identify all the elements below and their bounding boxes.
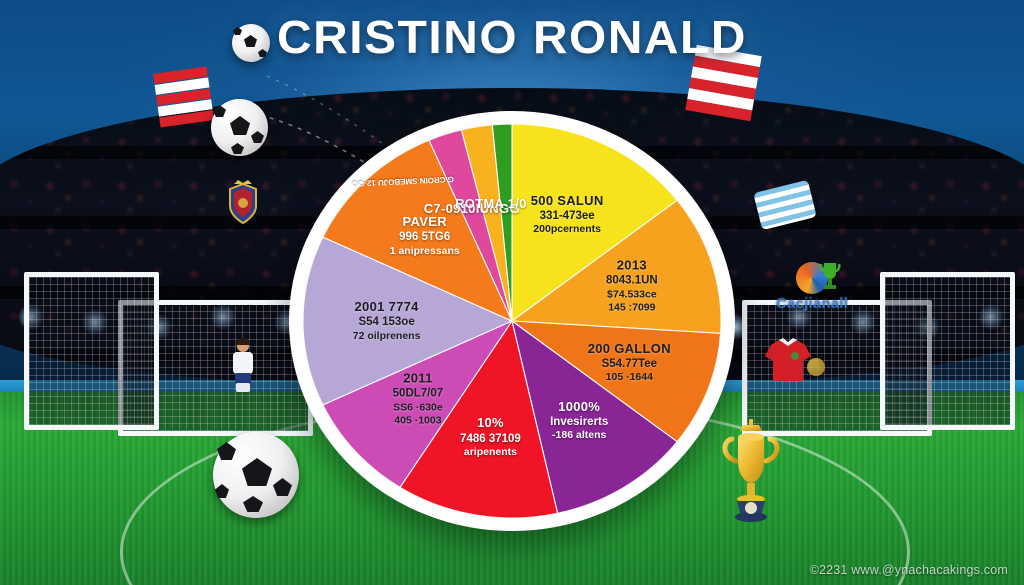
pie-slice[interactable] <box>511 319 678 514</box>
soccer-ball-small-icon <box>232 24 270 62</box>
trophy-icon <box>722 419 780 522</box>
floodlight <box>978 304 1004 330</box>
pie-chart: 500 SALUN 331-473ee 200pcernents 2013 8043.1… <box>289 111 735 531</box>
pie-slice[interactable] <box>510 199 721 334</box>
club-crest-icon <box>229 180 257 225</box>
player-figure <box>232 338 254 392</box>
soccer-ball-ground-icon <box>213 432 299 518</box>
floodlight <box>786 304 812 330</box>
sponsor-logo: Cacjianall <box>752 262 872 318</box>
pie-slice[interactable] <box>491 124 513 322</box>
pie-slice[interactable] <box>303 236 514 406</box>
floodlight <box>146 314 172 340</box>
globe-icon <box>796 262 828 294</box>
small-ball-icon <box>807 358 825 376</box>
pie-slice[interactable] <box>322 319 514 489</box>
pie-slice[interactable] <box>510 320 721 443</box>
sponsor-logo-text: Cacjianall <box>775 295 849 312</box>
pie-slice[interactable] <box>399 319 559 518</box>
pie-slice[interactable] <box>511 124 678 323</box>
floodlight <box>18 304 44 330</box>
green-trophy-icon <box>819 263 841 289</box>
jersey-icon <box>765 338 811 381</box>
soccer-ball-large-icon <box>211 99 268 156</box>
watermark: ©2231 www.@ynachacakings.com <box>809 563 1008 577</box>
floodlight <box>82 309 108 335</box>
floodlight <box>210 304 236 330</box>
page-title: CRISTINO RONALD <box>277 11 747 63</box>
pie-slices <box>303 124 721 518</box>
floodlight <box>850 309 876 335</box>
pie-slice[interactable] <box>322 139 514 323</box>
